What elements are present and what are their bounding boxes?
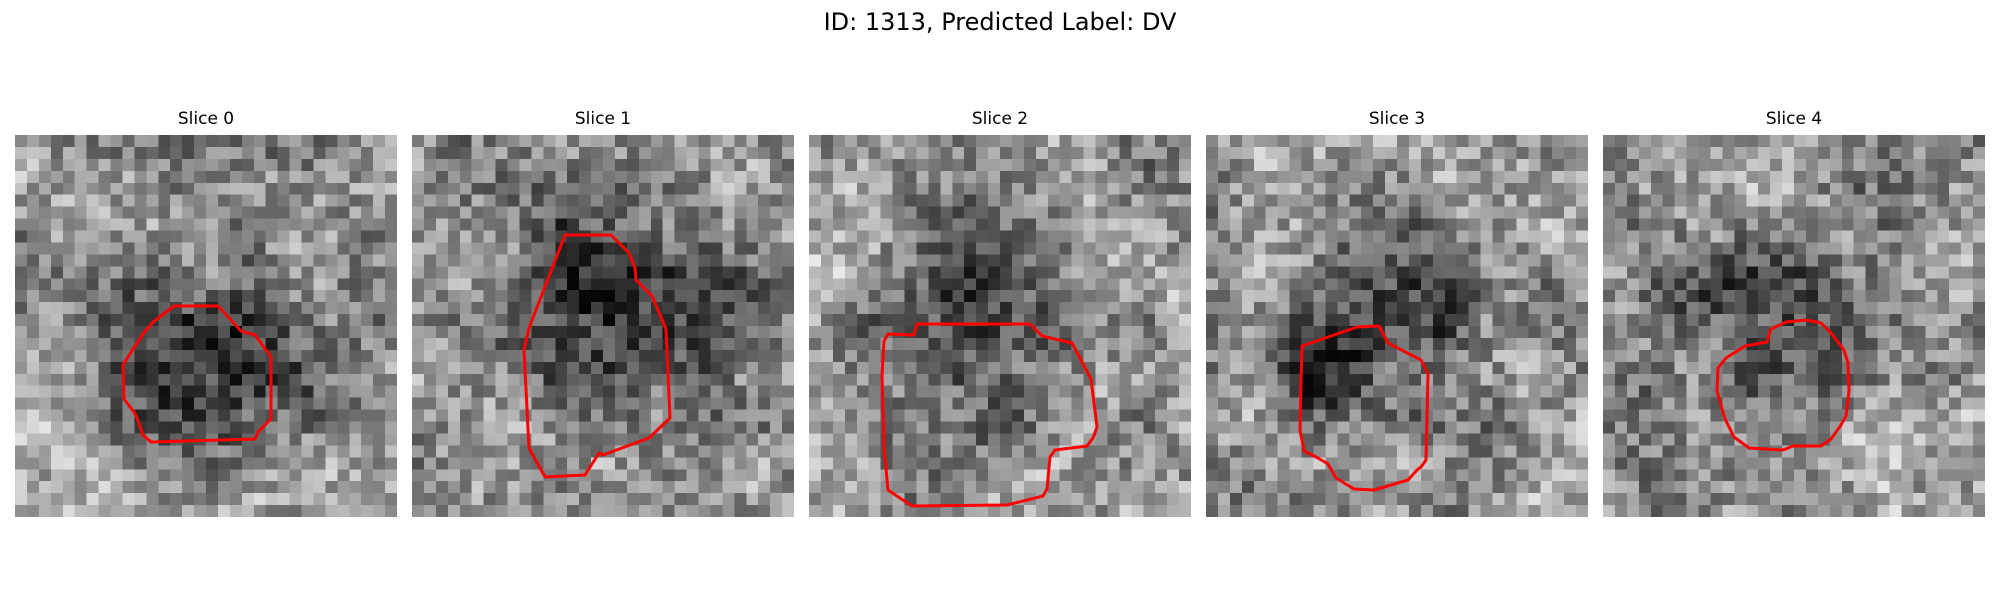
slice-panel-1: Slice 1 [412, 108, 794, 518]
slice-title: Slice 2 [971, 109, 1029, 129]
figure-title: ID: 1313, Predicted Label: DV [823, 8, 1177, 36]
slice-image-0 [15, 135, 397, 517]
slice-pixels [1206, 135, 1588, 517]
slice-panel-0: Slice 0 [15, 108, 397, 518]
slice-image-1 [412, 135, 794, 517]
segmentation-contour [880, 322, 1099, 508]
slice-panel-4: Slice 4 [1603, 108, 1985, 518]
slice-panel-3: Slice 3 [1206, 108, 1588, 518]
slice-title: Slice 0 [177, 109, 235, 129]
slice-title: Slice 1 [574, 109, 632, 129]
slice-pixels [15, 135, 397, 517]
segmentation-contour [121, 304, 273, 444]
segmentation-contour [1298, 324, 1430, 492]
slice-image-4 [1603, 135, 1985, 517]
slice-image-3 [1206, 135, 1588, 517]
slice-title: Slice 3 [1368, 109, 1426, 129]
slice-image-2 [809, 135, 1191, 517]
slice-pixels [1603, 135, 1985, 517]
slice-pixels [412, 135, 794, 517]
segmentation-contour [522, 233, 672, 479]
slice-pixels [809, 135, 1191, 517]
segmentation-contour [1715, 318, 1851, 452]
slice-panel-2: Slice 2 [809, 108, 1191, 518]
slice-title: Slice 4 [1765, 109, 1823, 129]
